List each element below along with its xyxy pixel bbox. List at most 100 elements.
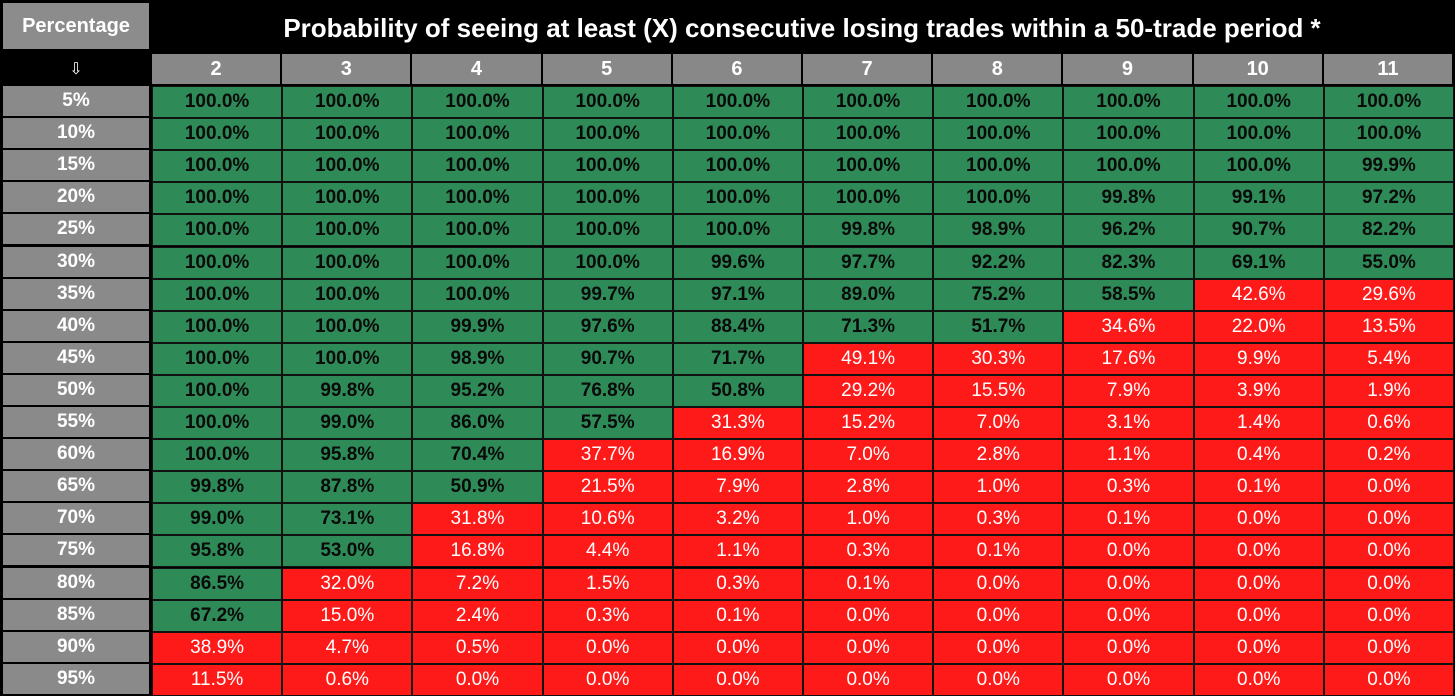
- heatmap-cell: 70.4%: [412, 439, 543, 472]
- heatmap-cell: 0.6%: [282, 663, 413, 696]
- heatmap-cell: 100.0%: [933, 118, 1064, 151]
- heatmap-cell: 100.0%: [152, 118, 283, 151]
- heatmap-cell: 98.9%: [933, 214, 1064, 247]
- heatmap-cell: 99.0%: [282, 407, 413, 440]
- row-header: 95%: [3, 663, 149, 694]
- heatmap-cell: 90.7%: [1193, 214, 1324, 247]
- column-header: 6: [672, 54, 801, 84]
- heatmap-cell: 100.0%: [412, 86, 543, 119]
- heatmap-cell: 100.0%: [542, 214, 673, 247]
- heatmap-cell: 0.0%: [542, 631, 673, 664]
- heatmap-cell: 100.0%: [803, 182, 934, 215]
- heatmap-cell: 7.0%: [803, 439, 934, 472]
- row-header: 55%: [3, 407, 149, 438]
- heatmap-cell: 99.8%: [1063, 182, 1194, 215]
- heatmap-cell: 100.0%: [152, 342, 283, 375]
- heatmap-cell: 82.2%: [1323, 214, 1454, 247]
- heatmap-cell: 100.0%: [282, 150, 413, 183]
- heatmap-cell: 100.0%: [1193, 150, 1324, 183]
- heatmap-cell: 98.9%: [412, 342, 543, 375]
- heatmap-cell: 100.0%: [152, 150, 283, 183]
- heatmap-cell: 0.0%: [933, 663, 1064, 696]
- heatmap-cell: 7.2%: [412, 567, 543, 600]
- heatmap-cell: 7.0%: [933, 407, 1064, 440]
- heatmap-cell: 99.9%: [1323, 150, 1454, 183]
- heatmap-cell: 0.0%: [1193, 663, 1324, 696]
- heatmap-cell: 57.5%: [542, 407, 673, 440]
- heatmap-cell: 0.1%: [1063, 503, 1194, 536]
- heatmap-cell: 73.1%: [282, 503, 413, 536]
- heatmap-cell: 0.0%: [933, 631, 1064, 664]
- heatmap-cell: 0.0%: [1193, 631, 1324, 664]
- heatmap-cell: 87.8%: [282, 471, 413, 504]
- heatmap-cell: 100.0%: [933, 86, 1064, 119]
- row-header: 90%: [3, 631, 149, 662]
- heatmap-cell: 0.6%: [1323, 407, 1454, 440]
- heatmap-cell: 11.5%: [152, 663, 283, 696]
- heatmap-cell: 0.1%: [1193, 471, 1324, 504]
- heatmap-cell: 100.0%: [152, 182, 283, 215]
- heatmap-cell: 0.0%: [1323, 535, 1454, 568]
- heatmap-cell: 7.9%: [672, 471, 803, 504]
- column-header: 11: [1323, 54, 1452, 84]
- heatmap-cell: 100.0%: [542, 182, 673, 215]
- heatmap-cell: 55.0%: [1323, 246, 1454, 279]
- heatmap-cell: 100.0%: [1323, 86, 1454, 119]
- heatmap-cell: 100.0%: [803, 118, 934, 151]
- heatmap-cell: 71.7%: [672, 342, 803, 375]
- heatmap-cell: 100.0%: [412, 118, 543, 151]
- heatmap-cell: 0.0%: [1323, 599, 1454, 632]
- heatmap-cell: 99.0%: [152, 503, 283, 536]
- heatmap-cell: 100.0%: [1193, 118, 1324, 151]
- heatmap-cell: 0.3%: [542, 599, 673, 632]
- heatmap-cell: 100.0%: [152, 214, 283, 247]
- heatmap-cell: 95.8%: [282, 439, 413, 472]
- heatmap-cell: 99.9%: [412, 310, 543, 343]
- heatmap-cell: 100.0%: [1323, 118, 1454, 151]
- column-header: 7: [803, 54, 932, 84]
- heatmap-cell: 100.0%: [542, 150, 673, 183]
- row-header: 80%: [3, 567, 149, 598]
- heatmap-cell: 53.0%: [282, 535, 413, 568]
- heatmap-cell: 0.0%: [1193, 535, 1324, 568]
- heatmap-cell: 50.9%: [412, 471, 543, 504]
- heatmap-cell: 1.5%: [542, 567, 673, 600]
- heatmap-cell: 95.2%: [412, 374, 543, 407]
- heatmap-cell: 15.0%: [282, 599, 413, 632]
- heatmap-cell: 0.0%: [1323, 567, 1454, 600]
- heatmap-cell: 99.7%: [542, 278, 673, 311]
- heatmap-cell: 100.0%: [933, 150, 1064, 183]
- heatmap-cell: 100.0%: [282, 118, 413, 151]
- heatmap-cell: 0.1%: [933, 535, 1064, 568]
- heatmap-cell: 1.0%: [803, 503, 934, 536]
- heatmap-cell: 100.0%: [282, 310, 413, 343]
- heatmap-cell: 31.3%: [672, 407, 803, 440]
- heatmap-cell: 100.0%: [152, 86, 283, 119]
- heatmap-cell: 2.4%: [412, 599, 543, 632]
- heatmap-cell: 100.0%: [412, 150, 543, 183]
- heatmap-cell: 0.0%: [1063, 599, 1194, 632]
- heatmap-cell: 92.2%: [933, 246, 1064, 279]
- column-header: 9: [1063, 54, 1192, 84]
- heatmap-cell: 34.6%: [1063, 310, 1194, 343]
- heatmap-cell: 15.5%: [933, 374, 1064, 407]
- heatmap-cell: 100.0%: [1063, 150, 1194, 183]
- heatmap-cell: 1.9%: [1323, 374, 1454, 407]
- heatmap-cell: 0.3%: [1063, 471, 1194, 504]
- heatmap-cell: 76.8%: [542, 374, 673, 407]
- heatmap-cell: 0.0%: [412, 663, 543, 696]
- heatmap-cell: 1.1%: [1063, 439, 1194, 472]
- column-header: 3: [282, 54, 411, 84]
- heatmap-cell: 16.8%: [412, 535, 543, 568]
- row-header: 45%: [3, 342, 149, 373]
- heatmap-cell: 100.0%: [412, 246, 543, 279]
- heatmap-cell: 100.0%: [542, 246, 673, 279]
- heatmap-cell: 100.0%: [282, 214, 413, 247]
- heatmap-cell: 4.4%: [542, 535, 673, 568]
- heatmap-cell: 99.6%: [672, 246, 803, 279]
- heatmap-cell: 22.0%: [1193, 310, 1324, 343]
- row-header: 40%: [3, 310, 149, 341]
- heatmap-cell: 2.8%: [803, 471, 934, 504]
- heatmap-cell: 89.0%: [803, 278, 934, 311]
- heatmap-cell: 0.0%: [672, 631, 803, 664]
